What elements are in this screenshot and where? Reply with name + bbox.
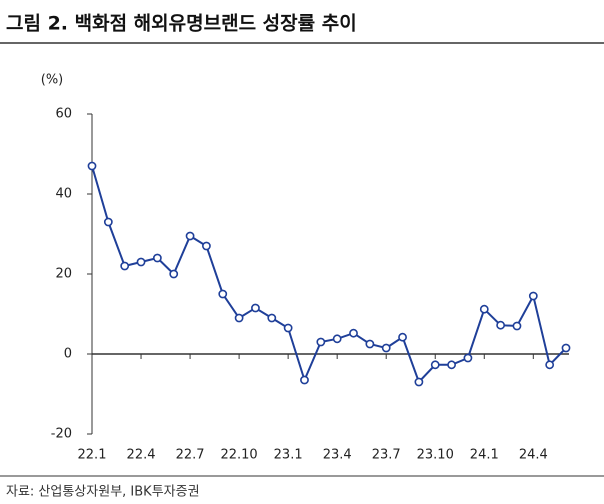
source: 자료: 산업통상자원부, IBK투자증권 [6, 485, 200, 500]
point-marker [316, 337, 326, 347]
point-marker [479, 304, 489, 314]
y-tick-label: -20 [51, 427, 72, 442]
point-marker [218, 289, 228, 299]
x-tick-label: 22.7 [176, 448, 205, 463]
x-tick-label: 23.7 [372, 448, 401, 463]
point-marker [430, 360, 440, 370]
point-marker [414, 377, 424, 387]
x-tick-label: 24.4 [519, 448, 548, 463]
point-marker [561, 343, 571, 353]
point-marker [267, 313, 277, 323]
point-marker [300, 375, 309, 385]
point-marker [398, 332, 407, 342]
x-tick-label: 22.10 [220, 448, 257, 463]
point-marker [169, 269, 179, 279]
point-marker [496, 320, 506, 330]
point-marker [349, 328, 358, 338]
point-marker [447, 360, 456, 370]
point-marker [528, 291, 538, 301]
point-marker [152, 253, 162, 263]
chart-title: 그림 2. 백화점 해외유명브랜드 성장률 추이 [6, 13, 357, 35]
point-marker [202, 241, 211, 251]
y-tick-label: 20 [55, 267, 72, 282]
y-tick-label: 0 [64, 347, 72, 362]
point-marker [234, 313, 244, 323]
point-marker [251, 303, 260, 313]
point-marker [463, 353, 473, 363]
y-tick-label: 40 [55, 187, 72, 202]
point-marker [120, 261, 130, 271]
series-line [91, 165, 567, 384]
point-marker [103, 217, 113, 227]
x-tick-label: 24.1 [470, 448, 499, 463]
point-marker [332, 334, 342, 344]
y-tick-label: 60 [55, 107, 72, 122]
point-marker [283, 323, 293, 333]
x-tick-label: 23.10 [417, 448, 454, 463]
point-marker [87, 161, 97, 171]
point-marker [136, 257, 146, 267]
x-tick-label: 22.4 [127, 448, 156, 463]
x-tick-label: 22.1 [78, 448, 107, 463]
point-marker [365, 339, 375, 349]
point-marker [545, 360, 555, 370]
x-tick-label: 23.4 [323, 448, 352, 463]
x-tick-label: 23.1 [274, 448, 303, 463]
point-marker [512, 321, 522, 331]
point-marker [185, 231, 195, 241]
point-marker [381, 343, 391, 353]
y-axis-label: (%) [41, 73, 64, 88]
